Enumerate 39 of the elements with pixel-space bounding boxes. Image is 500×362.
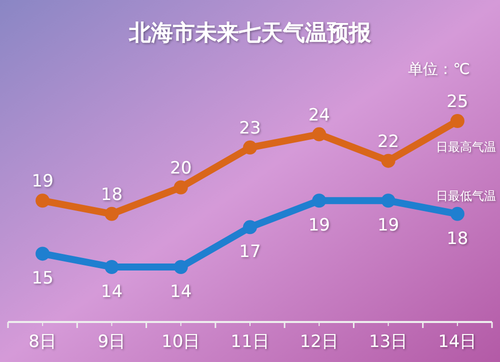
series-label: 日最高气温 [436,140,496,154]
x-tick-label: 10日 [162,332,200,352]
point [450,114,464,128]
x-tick-label: 9日 [98,332,126,352]
x-tick-label: 8日 [28,332,56,352]
data-label: 14 [100,282,123,302]
data-label: 19 [32,172,54,192]
chart-title: 北海市未来七天气温预报 [128,20,372,46]
data-label: 15 [32,268,54,289]
data-label: 19 [377,216,400,236]
point [381,194,396,208]
text: 单位：℃ [408,60,470,78]
x-tick-label: 12日 [300,332,338,352]
point [104,260,119,274]
data-label: 23 [239,118,261,139]
data-label: 17 [239,242,261,262]
data-label: 24 [308,105,330,126]
data-label: 25 [446,92,468,112]
data-label: 18 [100,184,123,205]
x-tick-label: 13日 [368,332,408,352]
point [312,194,326,208]
data-label: 14 [170,282,192,302]
point [104,206,119,221]
point [381,154,396,168]
x-tick-label: 11日 [230,332,270,352]
point [243,220,257,234]
data-label: 22 [377,132,400,152]
data-label: 19 [308,216,330,236]
data-label: 20 [170,158,192,178]
point [312,127,326,142]
data-label: 18 [446,228,468,249]
point [174,180,188,194]
point [36,194,50,208]
point [450,206,464,221]
x-tick-label: 14日 [438,332,477,352]
point [36,246,50,261]
point [243,140,257,155]
series-label: 日最低气温 [436,188,496,203]
point [174,260,188,274]
